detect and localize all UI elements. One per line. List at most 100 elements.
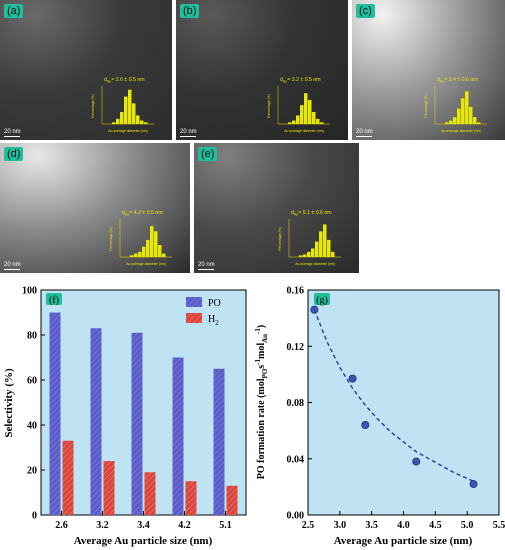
histogram-bar [311, 248, 315, 257]
histogram-bar [134, 253, 138, 257]
panel-tag-g [314, 293, 330, 305]
scale-bar: 20 nm [4, 261, 21, 270]
histogram-bar [315, 241, 319, 257]
tem-micrograph [0, 0, 172, 140]
scale-bar-line [4, 268, 20, 270]
scale-bar-label: 20 nm [180, 128, 197, 135]
bar-po [172, 357, 184, 515]
histogram-bar [299, 255, 303, 257]
bar-h2 [62, 440, 74, 515]
histogram-bar [154, 231, 158, 257]
x-tick-label-g: 4.0 [397, 520, 410, 531]
x-tick-label-g: 2.5 [302, 520, 315, 531]
x-tick-label-g: 3.5 [365, 520, 378, 531]
histogram-bar [477, 122, 481, 124]
scale-bar-label: 20 nm [4, 128, 21, 135]
x-tick-label-g: 4.5 [429, 520, 442, 531]
tem-panel: (d) 20 nm dAu= 4.2 ± 0.5 nm Percentage (%) A… [0, 143, 190, 273]
histogram-bar [465, 91, 469, 124]
bar-po [49, 312, 61, 515]
hist-y-label: Percentage (%) [109, 227, 113, 251]
histogram-bar [132, 103, 136, 124]
hist-x-label: Au average diameter (nm) [441, 129, 480, 133]
histogram-bar [142, 246, 146, 257]
data-point [310, 305, 319, 314]
y-tick-label-g: 0.16 [287, 286, 305, 297]
tem-panel: (a) 20 nm dAu= 2.6 ± 0.5 nm Percentage (%) A… [0, 0, 172, 140]
legend-label-h2: H2 [208, 314, 219, 327]
histogram-bar [288, 122, 292, 124]
fit-curve [313, 309, 474, 482]
histogram-bar [112, 122, 116, 124]
size-histogram: dAu= 4.2 ± 0.5 nm Percentage (%) Au averag… [109, 210, 172, 266]
histogram-bar [116, 118, 120, 124]
histogram-bar [316, 118, 320, 124]
y-tick-label-g: 0.12 [287, 342, 305, 353]
y-tick-label-f: 60 [27, 376, 37, 387]
x-axis-label-f: Average Au particle size (nm) [74, 535, 213, 547]
histogram-bar [327, 239, 331, 257]
histogram-bar [473, 117, 477, 124]
histogram-bar [292, 120, 296, 124]
histogram-bar [158, 245, 162, 257]
y-tick-label-f: 20 [27, 466, 37, 477]
tem-panel: (b) 20 nm dAu= 3.2 ± 0.5 nm Percentage (%) A… [176, 0, 348, 140]
scale-bar-label: 20 nm [356, 128, 373, 135]
histogram-bar [162, 253, 166, 257]
scale-bar: 20 nm [4, 128, 21, 137]
x-axis-label-g: Average Au particle size (nm) [334, 535, 473, 547]
x-tick-label-g: 5.0 [461, 520, 474, 531]
panel-tag-f [46, 293, 62, 305]
tem-panel: (e) 20 nm dAu= 5.1 ± 0.6 nm Percentage (%) A… [194, 143, 359, 273]
histogram-bar [320, 122, 324, 124]
tem-panel-label: (d) [4, 147, 24, 161]
histogram-bar [150, 226, 154, 257]
scale-bar-line [4, 135, 20, 137]
legend-swatch-h2 [186, 313, 202, 323]
mean-diameter-label: dAu= 5.1 ± 0.6 nm [291, 210, 332, 217]
scale-bar-line [198, 268, 214, 270]
hist-y-label: Percentage (%) [278, 227, 282, 251]
x-tick-label-f: 4.2 [178, 520, 191, 531]
y-tick-label-f: 100 [22, 286, 37, 297]
hist-y-label: Percentage (%) [267, 94, 271, 118]
y-tick-label-f: 0 [32, 511, 37, 522]
legend-swatch-po [186, 297, 202, 307]
size-histogram: dAu= 3.2 ± 0.5 nm Percentage (%) Au averag… [267, 77, 330, 133]
histogram-bar [138, 251, 142, 257]
histogram-bar [304, 93, 308, 124]
bar-h2 [144, 472, 156, 515]
panel-label-g: (g) [316, 295, 328, 306]
histogram-bar [130, 255, 134, 257]
bar-h2 [103, 461, 115, 515]
scale-bar-label: 20 nm [198, 261, 215, 268]
histogram-bar [124, 96, 128, 124]
scale-bar-line [356, 135, 372, 137]
plot-f-area [40, 289, 247, 516]
scale-bar: 20 nm [198, 261, 215, 270]
y-axis-label-f: Selectivity (%) [3, 368, 15, 438]
tem-panel-label: (e) [198, 147, 218, 161]
tem-panel: (c) 20 nm dAu= 3.4 ± 0.6 nm Percentage (%) A… [352, 0, 505, 140]
y-axis-label-g: PO formation rate (molPOs-1molAu-1) [254, 325, 269, 480]
histogram-bar [128, 89, 132, 124]
histogram-bar [331, 251, 335, 257]
scale-bar-label: 20 nm [4, 261, 21, 268]
y-tick-label-g: 0.08 [287, 398, 305, 409]
hist-x-label: Au average diameter (nm) [284, 129, 323, 133]
po-formation-rate-chart: 2.5 3.0 3.5 4.0 4.5 5.0 5.5 0.00 0.04 0.08 0.12 0.1… [254, 286, 505, 548]
histogram-bar [445, 122, 449, 124]
y-tick-label-f: 40 [27, 421, 37, 432]
histogram-bar [469, 106, 473, 124]
histogram-bar [453, 117, 457, 124]
histogram-bar [319, 231, 323, 257]
mean-diameter-label: dAu= 2.6 ± 0.5 nm [104, 77, 145, 84]
histogram-bar [303, 254, 307, 257]
y-tick-label-g: 0.04 [287, 454, 305, 465]
x-tick-label-f: 5.1 [219, 520, 232, 531]
histogram-bar [140, 120, 144, 124]
x-tick-label-g: 5.5 [493, 520, 505, 531]
mean-diameter-label: dAu= 3.4 ± 0.6 nm [437, 77, 478, 84]
y-tick-label-g: 0.00 [287, 511, 305, 522]
hist-x-label: Au average diameter (nm) [108, 129, 147, 133]
